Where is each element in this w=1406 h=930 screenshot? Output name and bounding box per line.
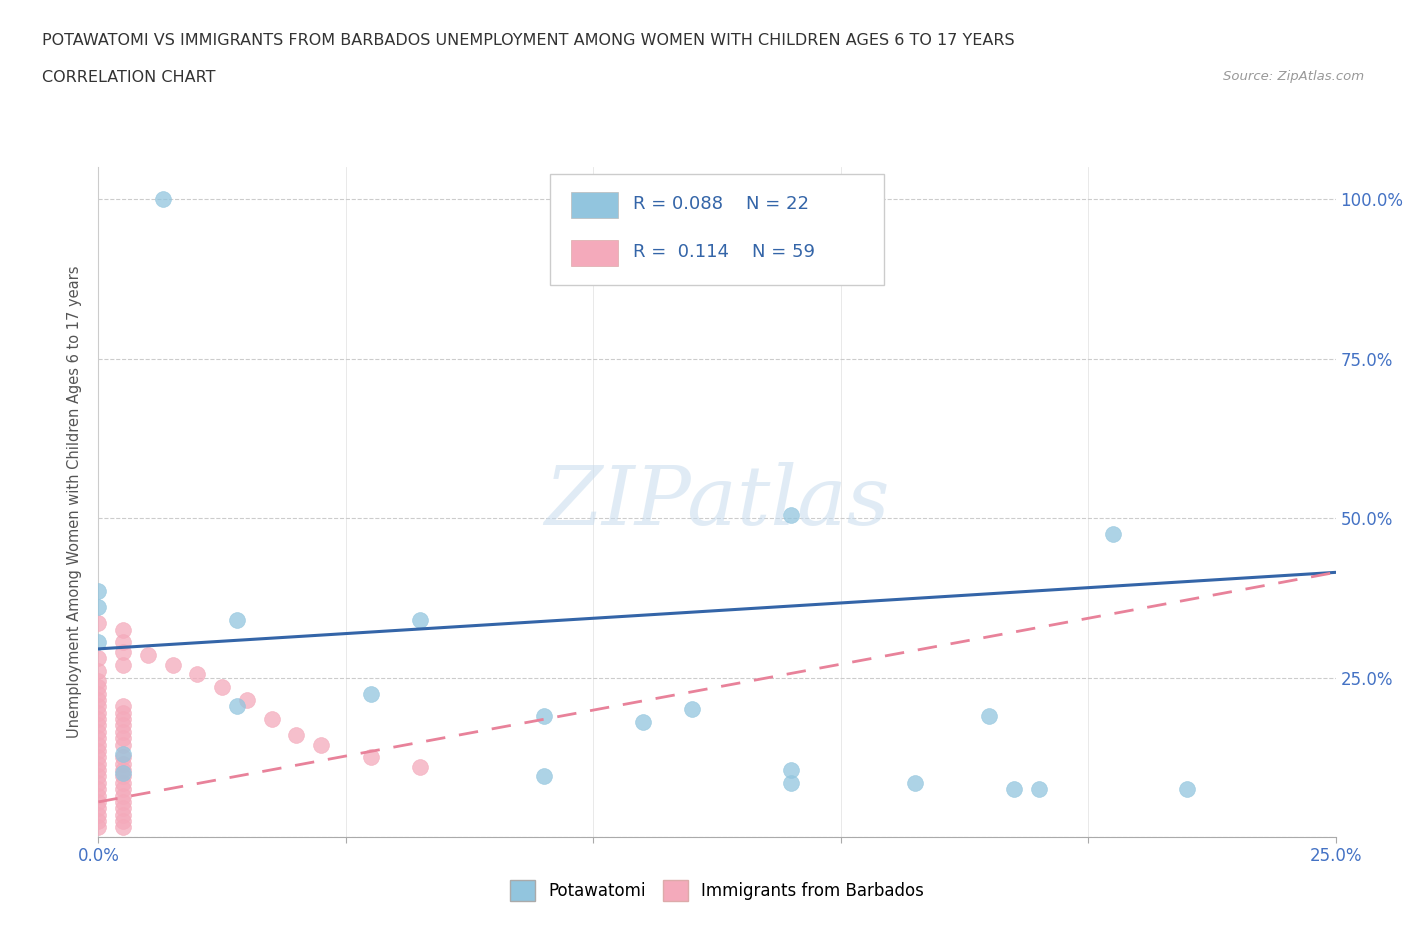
Point [409, 760, 432, 775]
Bar [571, 193, 619, 218]
Point [1028, 782, 1050, 797]
Point [631, 715, 654, 730]
Point [112, 807, 135, 822]
Point [87, 820, 110, 835]
Legend: Potawatomi, Immigrants from Barbados: Potawatomi, Immigrants from Barbados [502, 872, 932, 909]
Point [87, 651, 110, 666]
Point [87, 635, 110, 650]
Point [112, 750, 135, 764]
Point [112, 622, 135, 637]
Point [112, 763, 135, 777]
Point [112, 644, 135, 659]
Point [87, 693, 110, 708]
Point [112, 747, 135, 762]
Point [112, 658, 135, 672]
Text: CORRELATION CHART: CORRELATION CHART [42, 70, 215, 85]
Point [112, 801, 135, 816]
Point [87, 788, 110, 803]
Point [87, 711, 110, 726]
Point [1002, 782, 1025, 797]
Point [87, 776, 110, 790]
Point [87, 698, 110, 713]
Point [226, 613, 249, 628]
Point [226, 698, 249, 713]
Point [112, 731, 135, 746]
Point [112, 737, 135, 752]
Point [112, 711, 135, 726]
Point [309, 737, 332, 752]
Point [112, 698, 135, 713]
Point [1102, 526, 1125, 541]
Point [112, 635, 135, 650]
Point [87, 750, 110, 764]
Point [211, 680, 233, 695]
Point [236, 693, 259, 708]
Point [87, 814, 110, 829]
Text: Source: ZipAtlas.com: Source: ZipAtlas.com [1223, 70, 1364, 83]
Point [533, 709, 555, 724]
Point [87, 680, 110, 695]
Point [87, 616, 110, 631]
Point [360, 686, 382, 701]
Point [112, 769, 135, 784]
Bar [571, 240, 619, 266]
Point [681, 702, 703, 717]
Point [87, 801, 110, 816]
Point [87, 584, 110, 599]
Point [780, 776, 803, 790]
Point [904, 776, 927, 790]
FancyBboxPatch shape [550, 174, 884, 285]
Text: ZIPatlas: ZIPatlas [544, 462, 890, 542]
Point [87, 782, 110, 797]
Point [87, 705, 110, 720]
Point [87, 756, 110, 771]
Point [112, 718, 135, 733]
Text: R =  0.114    N = 59: R = 0.114 N = 59 [633, 244, 815, 261]
Point [87, 731, 110, 746]
Point [112, 765, 135, 780]
Point [162, 658, 184, 672]
Point [112, 814, 135, 829]
Point [260, 711, 283, 726]
Point [87, 673, 110, 688]
Point [112, 724, 135, 739]
Point [87, 737, 110, 752]
Point [360, 750, 382, 764]
Point [152, 192, 174, 206]
Point [112, 782, 135, 797]
Point [409, 613, 432, 628]
Point [87, 807, 110, 822]
Point [87, 769, 110, 784]
Point [87, 718, 110, 733]
Point [780, 508, 803, 523]
Point [112, 820, 135, 835]
Point [87, 763, 110, 777]
Text: R = 0.088    N = 22: R = 0.088 N = 22 [633, 195, 808, 213]
Point [285, 727, 308, 742]
Point [136, 648, 159, 663]
Point [112, 705, 135, 720]
Point [780, 763, 803, 777]
Point [979, 709, 1001, 724]
Text: POTAWATOMI VS IMMIGRANTS FROM BARBADOS UNEMPLOYMENT AMONG WOMEN WITH CHILDREN AG: POTAWATOMI VS IMMIGRANTS FROM BARBADOS U… [42, 33, 1015, 47]
Point [87, 724, 110, 739]
Point [87, 600, 110, 615]
Point [87, 664, 110, 679]
Point [112, 756, 135, 771]
Point [87, 743, 110, 758]
Point [112, 794, 135, 809]
Y-axis label: Unemployment Among Women with Children Ages 6 to 17 years: Unemployment Among Women with Children A… [67, 266, 83, 738]
Point [112, 788, 135, 803]
Point [533, 769, 555, 784]
Point [87, 794, 110, 809]
Point [1175, 782, 1198, 797]
Point [186, 667, 208, 682]
Point [112, 776, 135, 790]
Point [87, 686, 110, 701]
